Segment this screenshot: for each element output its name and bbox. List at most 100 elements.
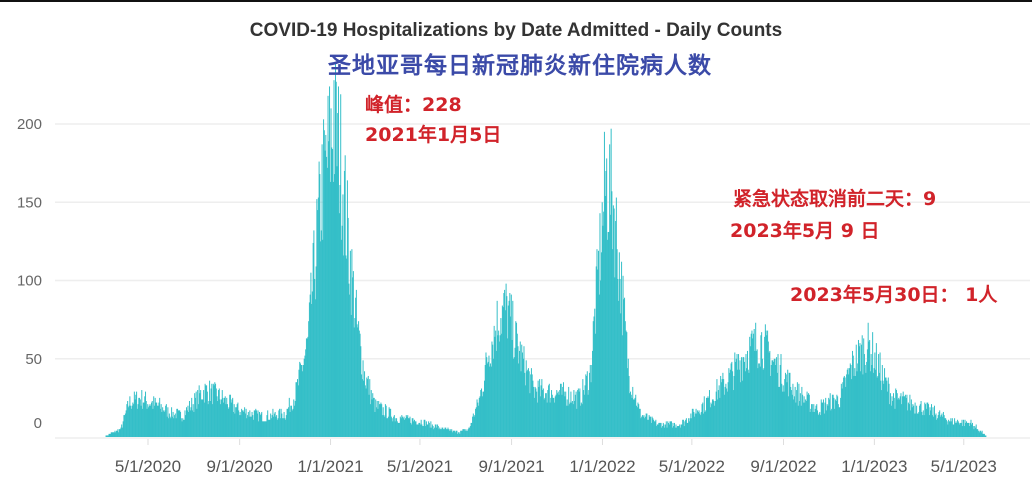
- bar: [379, 404, 381, 437]
- bar: [135, 394, 137, 437]
- bar: [434, 424, 436, 437]
- bar: [180, 411, 182, 437]
- bar: [786, 382, 788, 437]
- bar: [166, 416, 168, 437]
- bar: [656, 426, 658, 437]
- bar: [600, 280, 602, 437]
- bar: [278, 410, 280, 437]
- bar: [527, 368, 529, 437]
- bar: [245, 408, 247, 437]
- bar: [859, 343, 861, 437]
- bar: [609, 214, 611, 437]
- bar: [817, 410, 819, 437]
- bar: [253, 410, 255, 437]
- y-tick-label: 150: [17, 194, 42, 211]
- bar: [865, 372, 867, 437]
- bar: [940, 415, 942, 437]
- bar: [544, 397, 546, 437]
- bar: [142, 408, 144, 437]
- bar: [407, 415, 409, 437]
- bar: [795, 402, 797, 437]
- bar: [515, 321, 517, 437]
- bar: [161, 411, 163, 437]
- bar: [165, 404, 167, 437]
- bar: [726, 391, 728, 437]
- bar: [504, 289, 506, 437]
- bar: [827, 405, 829, 437]
- bar: [108, 433, 110, 437]
- bar: [790, 386, 792, 437]
- bar: [878, 354, 880, 437]
- bar: [895, 388, 897, 437]
- bar: [256, 413, 258, 437]
- bar: [752, 333, 754, 437]
- bar: [886, 380, 888, 437]
- bar: [340, 239, 342, 437]
- bar: [947, 424, 949, 437]
- bar: [267, 410, 269, 437]
- bar: [421, 424, 423, 437]
- bar: [933, 405, 935, 437]
- bar: [302, 371, 304, 437]
- bar: [236, 404, 238, 437]
- bar: [632, 399, 634, 437]
- bar: [112, 432, 114, 437]
- bar: [706, 397, 708, 437]
- bar: [429, 427, 431, 437]
- bar: [512, 300, 514, 437]
- bar: [234, 413, 236, 437]
- bar: [559, 383, 561, 437]
- bar: [357, 327, 359, 437]
- bar: [306, 338, 308, 437]
- bar: [919, 404, 921, 437]
- bar: [416, 424, 418, 437]
- bar: [890, 405, 892, 437]
- bar: [773, 358, 775, 437]
- bar: [603, 211, 605, 437]
- bar: [790, 390, 792, 437]
- bar: [722, 372, 724, 437]
- bar: [872, 372, 874, 437]
- bar: [218, 388, 220, 437]
- bar: [837, 404, 839, 437]
- bar: [178, 410, 180, 437]
- chart-subtitle: 圣地亚哥每日新冠肺炎新住院病人数: [328, 52, 712, 79]
- bar: [666, 427, 668, 437]
- bar: [253, 419, 255, 437]
- bar: [668, 422, 670, 437]
- bar: [198, 385, 200, 437]
- bar: [422, 426, 424, 437]
- bar: [855, 344, 857, 437]
- bar: [447, 427, 449, 437]
- bar: [805, 401, 807, 437]
- bar: [807, 394, 809, 437]
- bar: [124, 413, 126, 437]
- bar: [904, 396, 906, 437]
- bar: [657, 424, 659, 437]
- bar: [168, 413, 170, 437]
- bar: [436, 427, 438, 437]
- bar: [477, 402, 479, 437]
- bar: [887, 391, 889, 437]
- bar: [541, 379, 543, 437]
- bar: [248, 416, 250, 437]
- bar: [201, 399, 203, 437]
- bar: [688, 421, 690, 437]
- bar: [592, 321, 594, 437]
- bar: [779, 386, 781, 437]
- bar: [341, 225, 343, 437]
- bar: [107, 435, 109, 437]
- bar: [572, 404, 574, 437]
- bar: [573, 390, 575, 437]
- emergency-label: 紧急状态取消前二天：9: [733, 188, 937, 210]
- bar: [893, 397, 895, 437]
- bar: [370, 390, 372, 437]
- bar: [798, 383, 800, 437]
- bar: [863, 338, 865, 437]
- bar: [141, 390, 143, 437]
- bar: [382, 407, 384, 437]
- bar: [628, 375, 630, 437]
- bar: [943, 415, 945, 437]
- bar: [701, 404, 703, 437]
- bar: [549, 402, 551, 437]
